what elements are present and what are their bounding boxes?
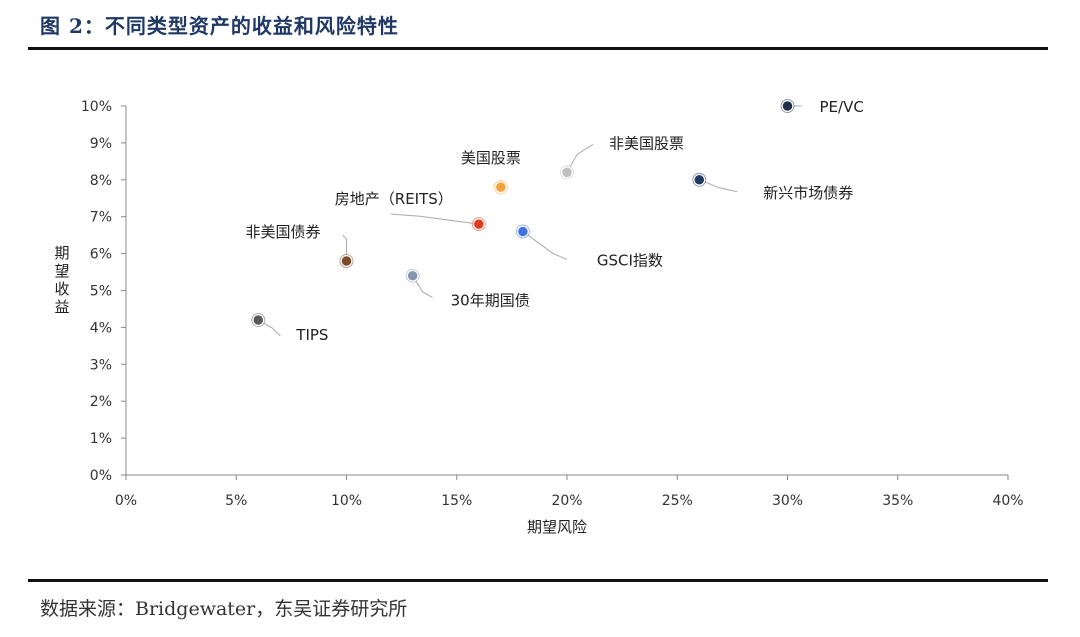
leader-line (390, 213, 479, 225)
x-tick-label: 15% (441, 493, 472, 509)
data-point (252, 313, 265, 327)
leader-line (342, 234, 347, 261)
figure-title: 图 2：不同类型资产的收益和风险特性 (40, 14, 399, 38)
point-label: 非美国债券 (245, 223, 320, 241)
y-tick-label: 0% (90, 468, 112, 484)
x-tick-label: 30% (772, 493, 803, 509)
data-point-halo (516, 224, 530, 239)
x-axis-title: 期望风险 (527, 518, 587, 536)
data-point (781, 99, 794, 113)
point-label: GSCI指数 (597, 251, 663, 269)
y-tick-label: 3% (90, 357, 112, 373)
data-point (560, 166, 574, 179)
data-point (693, 173, 706, 187)
y-tick-label: 6% (90, 247, 112, 263)
point-label: PE/VC (820, 98, 864, 116)
point-label: 新兴市场债券 (763, 184, 853, 202)
y-tick-label: 9% (90, 136, 112, 152)
x-tick-label: 5% (225, 493, 247, 509)
point-label: 非美国股票 (609, 134, 684, 152)
point-label: 美国股票 (461, 149, 521, 167)
data-point-halo (692, 172, 707, 187)
x-tick-label: 35% (882, 493, 913, 509)
y-tick-label: 10% (81, 99, 112, 115)
y-tick-label: 5% (90, 284, 112, 300)
data-point-halo (251, 313, 266, 327)
bottom-rule (28, 579, 1048, 582)
leader-line (522, 231, 568, 260)
point-label: TIPS (295, 326, 328, 344)
x-tick-label: 0% (115, 493, 137, 509)
data-point-halo (471, 217, 486, 231)
data-point-halo (339, 254, 354, 268)
x-tick-label: 10% (331, 493, 362, 509)
data-point-halo (493, 180, 508, 195)
data-point-halo (405, 268, 420, 283)
data-point (340, 254, 353, 268)
y-axis-title: 期望收益 (54, 244, 69, 316)
y-tick-label: 1% (90, 431, 112, 447)
x-tick-label: 40% (992, 493, 1023, 509)
top-rule (28, 47, 1048, 50)
x-tick-label: 20% (551, 493, 582, 509)
data-point-halo (780, 99, 795, 113)
point-label: 房地产（REITS） (335, 190, 453, 208)
y-tick-label: 2% (90, 394, 112, 410)
data-point (494, 180, 508, 194)
data-point (472, 217, 486, 231)
data-point (516, 225, 530, 238)
source-note: 数据来源：Bridgewater，东吴证券研究所 (40, 598, 408, 620)
point-label: 30年期国债 (451, 292, 530, 310)
leader-line (699, 179, 738, 193)
x-tick-label: 25% (662, 493, 693, 509)
y-tick-label: 4% (90, 320, 112, 336)
data-point (406, 269, 419, 282)
data-point-halo (560, 165, 574, 180)
y-tick-label: 8% (90, 173, 112, 189)
y-tick-label: 7% (90, 210, 112, 226)
